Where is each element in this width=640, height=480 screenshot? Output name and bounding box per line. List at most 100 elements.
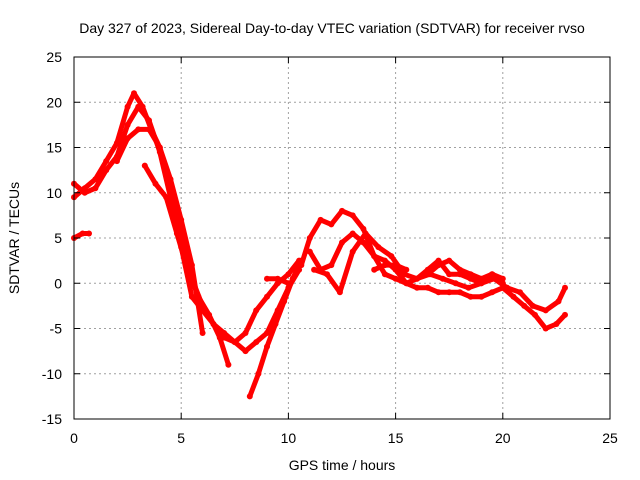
data-point <box>253 307 260 314</box>
series-trace <box>71 104 302 354</box>
data-point <box>298 262 305 269</box>
data-point <box>195 293 202 300</box>
data-point <box>124 103 131 110</box>
data-point <box>388 253 395 260</box>
data-point <box>489 271 496 278</box>
data-point <box>465 284 472 291</box>
data-point <box>281 298 288 305</box>
grid <box>74 57 610 419</box>
series-trace <box>71 90 302 345</box>
data-point <box>349 212 356 219</box>
data-point <box>424 284 431 291</box>
data-point <box>414 275 420 282</box>
y-tick-label: -15 <box>42 411 62 427</box>
y-tick-label: 25 <box>46 49 62 65</box>
series-trace <box>142 163 231 368</box>
data-point <box>184 266 191 273</box>
data-point <box>339 207 345 214</box>
series-arc-j <box>311 230 568 314</box>
data-point <box>285 280 292 287</box>
data-point <box>328 262 335 269</box>
data-point <box>403 280 410 287</box>
data-point <box>206 311 213 318</box>
data-point <box>103 167 110 174</box>
data-point <box>135 126 142 133</box>
data-point <box>478 293 485 300</box>
x-ticks: 0 5 10 15 20 25 <box>70 57 618 446</box>
data-point <box>163 194 170 201</box>
x-tick-label: 25 <box>602 430 618 446</box>
data-point <box>152 180 159 187</box>
x-tick-label: 5 <box>177 430 185 446</box>
data-point <box>381 262 388 269</box>
data-point <box>113 158 120 165</box>
data-point <box>439 275 446 282</box>
data-point <box>510 293 517 300</box>
x-tick-label: 15 <box>388 430 404 446</box>
data-point <box>489 289 496 296</box>
data-point <box>555 298 562 305</box>
y-tick-label: 5 <box>54 230 62 246</box>
data-point <box>446 257 453 264</box>
data-point <box>446 271 453 278</box>
series-arc-d <box>141 162 232 368</box>
data-point <box>306 235 313 241</box>
data-point <box>274 275 281 282</box>
data-point <box>92 185 99 192</box>
data-point <box>289 275 296 282</box>
data-point <box>167 176 174 183</box>
data-point <box>336 289 343 296</box>
data-point <box>231 339 238 346</box>
data-point <box>435 262 442 269</box>
data-point <box>92 176 99 183</box>
data-point <box>435 289 442 296</box>
data-point <box>242 330 249 336</box>
data-point <box>517 289 523 296</box>
chart-title: Day 327 of 2023, Sidereal Day-to-day VTE… <box>79 20 585 36</box>
data-point <box>339 239 345 246</box>
data-point <box>446 289 453 296</box>
data-point <box>349 230 356 237</box>
data-point <box>532 311 538 318</box>
data-point <box>371 266 378 273</box>
series-arc-i <box>306 230 568 332</box>
series-arc-a <box>71 90 303 346</box>
data-point <box>124 121 131 128</box>
data-point <box>542 307 549 314</box>
data-point <box>242 348 249 355</box>
data-point <box>371 253 378 260</box>
data-point <box>216 334 223 341</box>
data-point <box>504 284 511 291</box>
data-point <box>199 330 206 336</box>
data-point <box>392 262 399 269</box>
data-point <box>521 302 528 309</box>
data-point <box>264 330 270 336</box>
y-ticks: -15 -10 -5 0 5 10 15 20 25 <box>42 49 610 427</box>
data-layer <box>71 90 568 400</box>
data-point <box>362 230 369 237</box>
data-point <box>467 271 474 278</box>
data-point <box>529 302 536 309</box>
series-arc-c <box>113 126 206 336</box>
data-point <box>553 321 560 327</box>
y-tick-label: 10 <box>46 185 62 201</box>
data-point <box>499 280 506 287</box>
data-point <box>414 284 420 291</box>
data-point <box>403 266 410 273</box>
data-point <box>562 284 568 291</box>
x-tick-label: 10 <box>281 430 297 446</box>
data-point <box>381 271 388 278</box>
data-point <box>317 216 324 223</box>
data-point <box>173 230 180 237</box>
data-point <box>456 289 463 296</box>
data-point <box>392 275 399 282</box>
data-point <box>188 262 195 269</box>
series-arc-g <box>264 275 292 287</box>
data-point <box>103 158 110 165</box>
x-tick-label: 20 <box>495 430 511 446</box>
data-point <box>264 275 270 282</box>
data-point <box>146 126 152 133</box>
data-point <box>253 339 260 346</box>
data-point <box>424 271 431 278</box>
